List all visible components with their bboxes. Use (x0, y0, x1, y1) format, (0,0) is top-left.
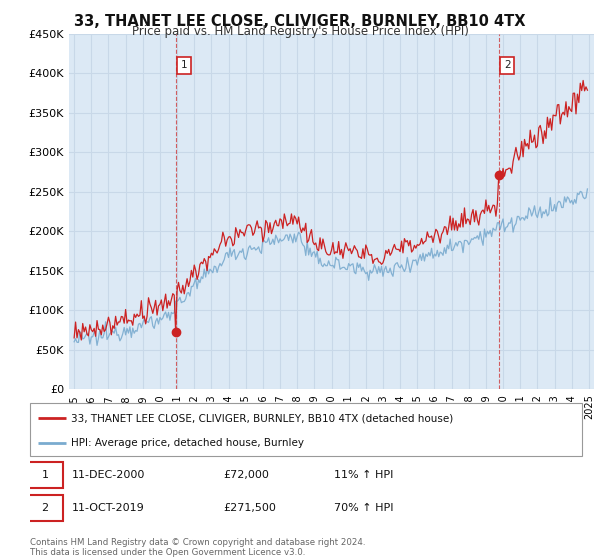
Text: 11-DEC-2000: 11-DEC-2000 (71, 470, 145, 480)
Text: £72,000: £72,000 (223, 470, 269, 480)
FancyBboxPatch shape (27, 462, 63, 488)
Text: 70% ↑ HPI: 70% ↑ HPI (334, 503, 393, 513)
Text: 1: 1 (41, 470, 49, 480)
Text: 2: 2 (504, 60, 511, 70)
FancyBboxPatch shape (30, 403, 582, 456)
Text: 33, THANET LEE CLOSE, CLIVIGER, BURNLEY, BB10 4TX: 33, THANET LEE CLOSE, CLIVIGER, BURNLEY,… (74, 14, 526, 29)
Text: Contains HM Land Registry data © Crown copyright and database right 2024.
This d: Contains HM Land Registry data © Crown c… (30, 538, 365, 557)
Text: 2: 2 (41, 503, 49, 513)
Text: 33, THANET LEE CLOSE, CLIVIGER, BURNLEY, BB10 4TX (detached house): 33, THANET LEE CLOSE, CLIVIGER, BURNLEY,… (71, 413, 454, 423)
Text: 1: 1 (181, 60, 187, 70)
Text: 11-OCT-2019: 11-OCT-2019 (71, 503, 144, 513)
FancyBboxPatch shape (27, 495, 63, 521)
Text: HPI: Average price, detached house, Burnley: HPI: Average price, detached house, Burn… (71, 437, 304, 447)
Text: Price paid vs. HM Land Registry's House Price Index (HPI): Price paid vs. HM Land Registry's House … (131, 25, 469, 38)
Text: £271,500: £271,500 (223, 503, 276, 513)
Text: 11% ↑ HPI: 11% ↑ HPI (334, 470, 393, 480)
